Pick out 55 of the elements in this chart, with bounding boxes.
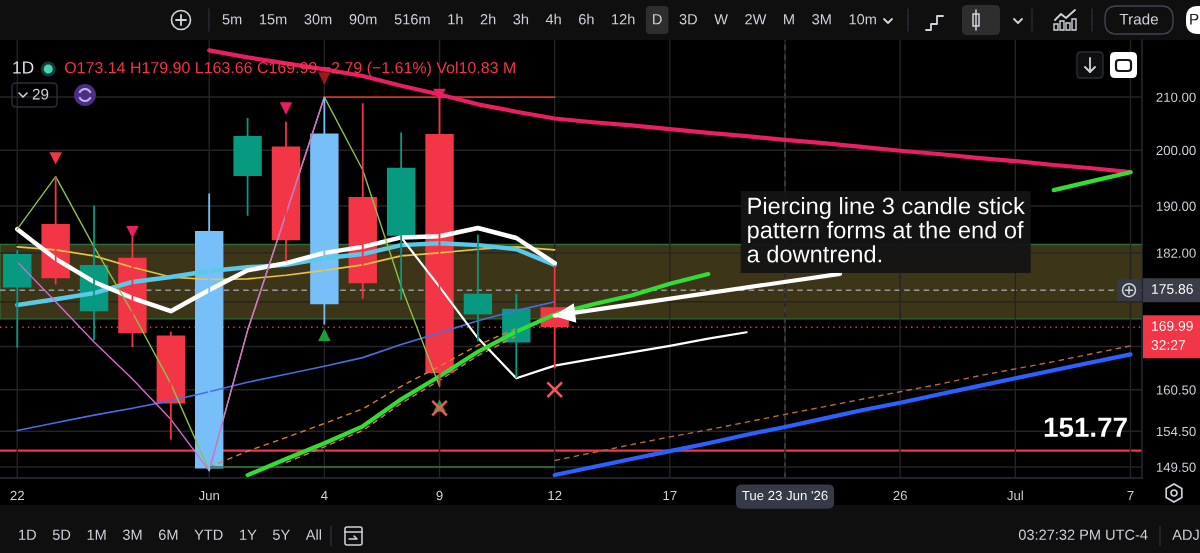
text: 10m bbox=[849, 14, 876, 25]
x-tick-label: 7 bbox=[1127, 490, 1134, 501]
x-tick-label: 26 bbox=[893, 490, 907, 501]
text: W bbox=[714, 14, 728, 25]
text: 15m bbox=[259, 14, 287, 25]
text: 516m bbox=[394, 14, 430, 25]
ref-line-label: 169.99 bbox=[1152, 321, 1193, 331]
text: 1h bbox=[448, 13, 463, 25]
y-tick-label: 149.50 bbox=[1156, 462, 1196, 472]
text: 1D bbox=[19, 529, 36, 540]
text: 3D bbox=[679, 14, 697, 25]
text: 03:27:32 PM UTC-4 bbox=[1018, 529, 1148, 540]
text: 3h bbox=[513, 13, 529, 25]
text: 30m bbox=[304, 14, 332, 25]
text: 1D bbox=[13, 61, 34, 74]
text: 4h bbox=[545, 13, 561, 25]
x-tick-label: 12 bbox=[548, 490, 562, 501]
text: 5Y bbox=[272, 529, 290, 540]
text: ADJ bbox=[1172, 529, 1199, 540]
x-tick-label: 22 bbox=[10, 490, 24, 501]
text: 2h bbox=[480, 13, 496, 25]
text: P bbox=[1190, 13, 1199, 25]
y-tick-label: 200.00 bbox=[1156, 145, 1196, 156]
y-tick-label: 190.00 bbox=[1156, 201, 1196, 211]
ref-line-label: 151.77 bbox=[1044, 417, 1127, 438]
text: D bbox=[653, 14, 662, 25]
text: 3M bbox=[812, 14, 831, 25]
annotation: 29 bbox=[32, 88, 49, 100]
text: All bbox=[305, 529, 321, 540]
text: 1Y bbox=[240, 529, 257, 540]
x-tick-label: 17 bbox=[663, 490, 677, 501]
y-tick-label: 210.00 bbox=[1156, 92, 1196, 102]
text: 1M bbox=[87, 529, 106, 540]
y-tick-label: 182.00 bbox=[1156, 248, 1196, 258]
y-tick-label: 160.50 bbox=[1156, 385, 1196, 395]
text: 6M bbox=[158, 529, 178, 540]
x-tick-label: Tue 23 Jun '26 bbox=[742, 490, 828, 501]
x-tick-label: Jul bbox=[1007, 490, 1023, 501]
text: M bbox=[784, 14, 794, 25]
ref-line-label: 175.86 bbox=[1152, 284, 1193, 294]
text: 5D bbox=[52, 529, 71, 540]
text: 90m bbox=[349, 14, 377, 25]
y-tick-label: 154.50 bbox=[1156, 426, 1196, 437]
x-tick-label: 4 bbox=[321, 490, 328, 501]
x-tick-label: 9 bbox=[436, 490, 443, 501]
text: YTD bbox=[194, 529, 223, 540]
x-tick-label: Jun bbox=[198, 490, 219, 501]
text: 12h bbox=[612, 13, 635, 25]
text: 3M bbox=[122, 529, 142, 540]
text: 6h bbox=[578, 13, 594, 25]
annotation: Piercing line 3 candle stick pattern forms at the end of a downtrend. bbox=[747, 197, 1025, 263]
text: 2W bbox=[745, 14, 767, 25]
text: 5m bbox=[222, 14, 242, 25]
text: 32:27 bbox=[1151, 340, 1186, 350]
text: Trade bbox=[1119, 13, 1158, 25]
